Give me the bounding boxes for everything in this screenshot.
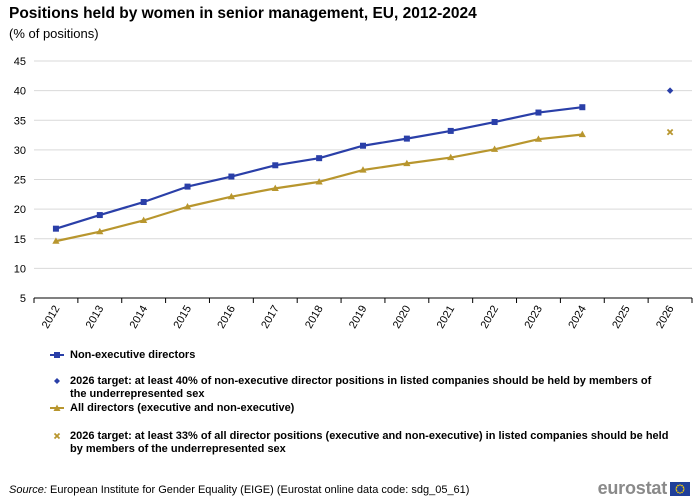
x-tick-label: 2026 [654,304,677,331]
legend-label: 2026 target: at least 33% of all directo… [70,430,669,455]
legend-line-triangle-icon [50,404,64,411]
x-tick-label: 2023 [522,304,545,331]
data-point-square [403,135,410,142]
x-tick-label: 2017 [259,304,282,331]
y-tick-label: 30 [14,145,26,157]
data-point-square [360,142,366,149]
data-point-square [316,155,323,162]
data-point-triangle [183,202,192,210]
x-tick-label: 2013 [84,304,107,331]
data-point-triangle [359,166,367,173]
data-point-triangle [52,237,60,244]
x-tick-label: 2025 [610,304,633,331]
eurostat-logo: eurostat [598,478,690,499]
x-tick-label: 2022 [479,303,502,330]
y-tick-label: 15 [14,234,26,246]
data-point-triangle [96,227,104,235]
legend-item-all-directors: All directors (executive and non-executi… [50,402,294,415]
y-tick-label: 25 [14,175,26,187]
x-tick-label: 2012 [40,304,63,331]
legend-item-target-40: 2026 target: at least 40% of non-executi… [50,375,670,401]
data-point-square [52,225,59,232]
data-point-triangle [578,130,586,138]
logo-text: eurostat [597,478,668,498]
x-tick-label: 2019 [347,304,370,331]
data-point-triangle [315,178,323,185]
legend-label: All directors (executive and non-executi… [70,402,295,414]
legend-cross-icon [53,432,61,440]
x-tick-label: 2021 [435,304,458,331]
y-tick-label: 45 [14,56,26,68]
legend-diamond-icon [54,378,60,384]
data-point-square [184,183,191,190]
source-text: European Institute for Gender Equality (… [49,484,470,496]
data-point-triangle [491,145,499,152]
legend-item-non-executive: Non-executive directors [50,349,195,362]
data-point-triangle [140,216,148,223]
source-label: Source: [9,484,47,496]
y-tick-label: 10 [14,263,26,275]
y-tick-label: 20 [14,204,26,216]
y-tick-label: 40 [14,86,26,98]
data-point-square [579,104,586,111]
legend-item-target-33: 2026 target: at least 33% of all directo… [50,430,670,456]
x-tick-label: 2016 [215,304,238,331]
data-point-square [96,212,103,219]
chart-title: Positions held by women in senior manage… [9,5,477,22]
target-point-cross [666,128,674,136]
data-point-square [491,119,498,126]
x-tick-label: 2018 [303,304,326,331]
chart-subtitle: (% of positions) [9,26,99,41]
legend-label: Non-executive directors [70,349,196,361]
data-point-square [447,127,454,134]
data-point-square [140,199,147,206]
data-point-triangle [403,159,411,167]
series-line-1 [55,133,583,243]
legend-line-square-icon [50,352,64,358]
data-point-triangle [271,184,279,191]
data-point-triangle [447,153,455,161]
legend-label: 2026 target: at least 40% of non-executi… [70,375,652,400]
x-tick-label: 2020 [391,304,414,331]
x-tick-label: 2015 [171,304,194,331]
y-tick-label: 35 [14,115,26,127]
source-note: Source: European Institute for Gender Eq… [9,484,469,496]
x-tick-label: 2024 [566,304,589,331]
data-point-square [272,162,279,169]
target-point-diamond [666,87,674,94]
data-point-triangle [227,192,235,200]
y-tick-label: 5 [20,293,26,305]
data-point-square [228,173,235,180]
data-point-triangle [534,135,543,142]
x-tick-label: 2014 [128,304,151,331]
series-line-0 [55,106,583,230]
eu-flag-icon [670,481,690,496]
data-point-square [535,109,542,116]
